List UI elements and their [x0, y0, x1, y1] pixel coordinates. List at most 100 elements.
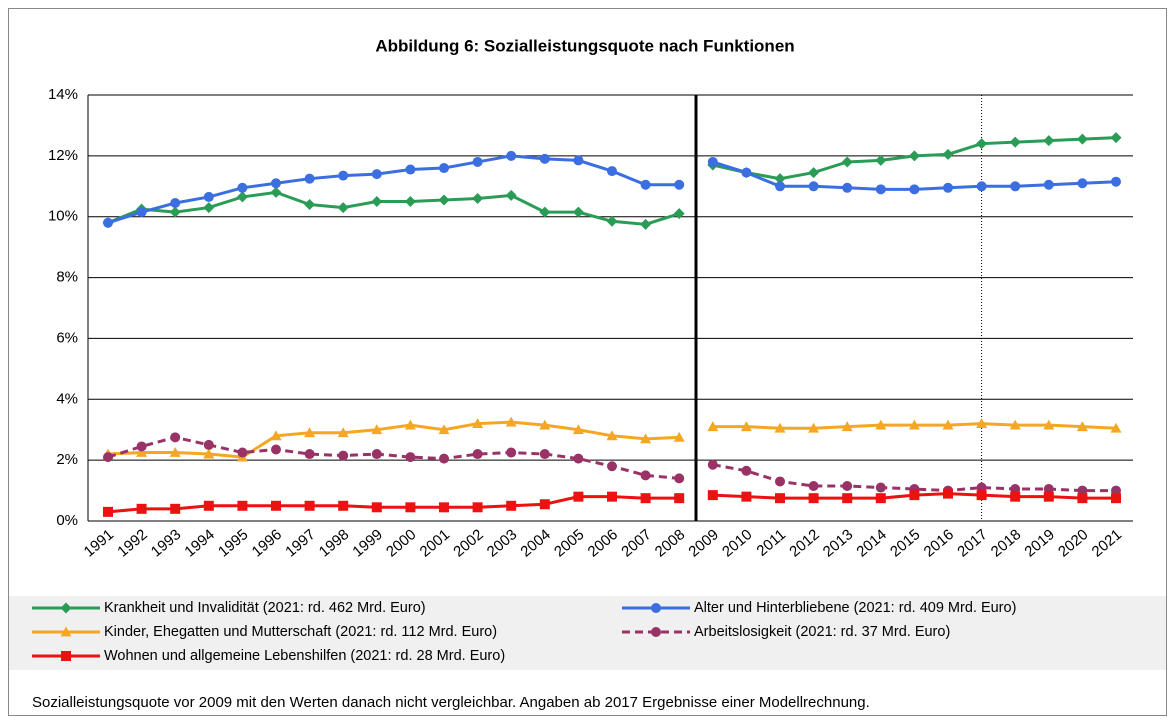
legend-label: Wohnen und allgemeine Lebenshilfen (2021…	[104, 648, 505, 664]
data-point	[472, 449, 483, 460]
data-point	[842, 493, 853, 504]
y-tick-label: 0%	[56, 512, 78, 529]
data-point	[707, 459, 718, 470]
data-point	[976, 181, 987, 192]
data-point	[439, 502, 449, 513]
data-point	[674, 473, 685, 484]
data-point	[237, 447, 248, 458]
data-point	[1076, 133, 1088, 145]
y-tick-label: 10%	[48, 208, 78, 225]
data-point	[506, 150, 517, 161]
data-point	[236, 191, 248, 203]
data-point	[203, 500, 214, 511]
data-point	[439, 163, 449, 174]
data-point	[1009, 136, 1021, 148]
data-point	[573, 491, 584, 502]
legend-label: Kinder, Ehegatten und Mutterschaft (2021…	[104, 624, 497, 640]
data-point	[337, 427, 349, 438]
data-point	[607, 461, 617, 472]
data-point	[304, 500, 315, 511]
data-point	[1043, 135, 1055, 147]
legend-band	[9, 596, 1166, 670]
data-point	[673, 431, 685, 442]
data-point	[1111, 485, 1121, 496]
data-point	[707, 490, 718, 501]
data-point	[908, 150, 920, 162]
data-point	[1077, 485, 1088, 496]
data-point	[136, 207, 147, 218]
y-tick-label: 8%	[56, 269, 78, 286]
data-point	[271, 500, 281, 511]
data-point	[875, 482, 886, 493]
data-point	[405, 164, 416, 175]
data-point	[203, 448, 215, 459]
data-point	[271, 178, 281, 189]
y-tick-label: 12%	[48, 147, 78, 164]
y-tick-label: 4%	[56, 390, 78, 407]
data-point	[371, 502, 382, 513]
data-point	[1076, 421, 1088, 432]
data-point	[304, 199, 316, 211]
data-point	[237, 500, 248, 511]
data-point	[438, 194, 450, 206]
data-point	[808, 167, 820, 179]
data-point	[640, 470, 651, 481]
data-point	[136, 503, 147, 514]
data-point	[976, 138, 988, 150]
data-point	[472, 192, 484, 204]
data-point	[808, 493, 819, 504]
data-point	[539, 153, 550, 164]
data-point	[539, 419, 551, 430]
data-point	[506, 500, 517, 511]
data-point	[842, 182, 853, 193]
y-tick-label: 2%	[56, 451, 78, 468]
data-point	[472, 418, 484, 429]
data-point	[741, 167, 752, 178]
data-point	[539, 449, 550, 460]
data-point	[1111, 493, 1121, 504]
data-point	[136, 447, 148, 457]
data-point	[271, 444, 281, 455]
data-point	[572, 206, 584, 218]
data-point	[505, 189, 517, 201]
data-point	[707, 156, 718, 167]
data-point	[103, 217, 113, 228]
data-point	[371, 449, 382, 460]
data-point	[572, 424, 584, 435]
data-point	[103, 452, 113, 463]
y-tick-label: 6%	[56, 329, 78, 346]
chart-title: Abbildung 6: Sozialleistungsquote nach F…	[375, 36, 794, 55]
legend-label: Alter und Hinterbliebene (2021: rd. 409 …	[694, 600, 1016, 616]
data-point	[640, 433, 652, 444]
data-point	[640, 218, 652, 230]
data-point	[505, 416, 517, 427]
data-point	[1110, 132, 1122, 144]
legend-marker	[651, 603, 661, 613]
data-point	[674, 493, 685, 504]
data-point	[741, 465, 752, 476]
data-point	[371, 196, 383, 207]
data-point	[909, 184, 920, 195]
data-point	[740, 421, 752, 432]
data-point	[304, 173, 315, 184]
footnote: Sozialleistungsquote vor 2009 mit den We…	[32, 694, 870, 711]
data-point	[942, 419, 954, 430]
data-point	[943, 182, 953, 193]
data-point	[103, 506, 113, 517]
data-point	[842, 481, 853, 492]
data-point	[539, 206, 551, 218]
data-point	[338, 170, 349, 181]
data-point	[640, 179, 651, 190]
data-point	[1043, 484, 1054, 495]
data-point	[169, 447, 181, 457]
data-point	[741, 491, 752, 502]
data-point	[808, 181, 819, 192]
data-point	[573, 453, 584, 464]
data-point	[404, 196, 416, 207]
data-point	[371, 424, 383, 435]
data-point	[439, 453, 449, 464]
data-point	[136, 441, 147, 452]
data-point	[404, 419, 416, 430]
data-point	[203, 439, 214, 450]
